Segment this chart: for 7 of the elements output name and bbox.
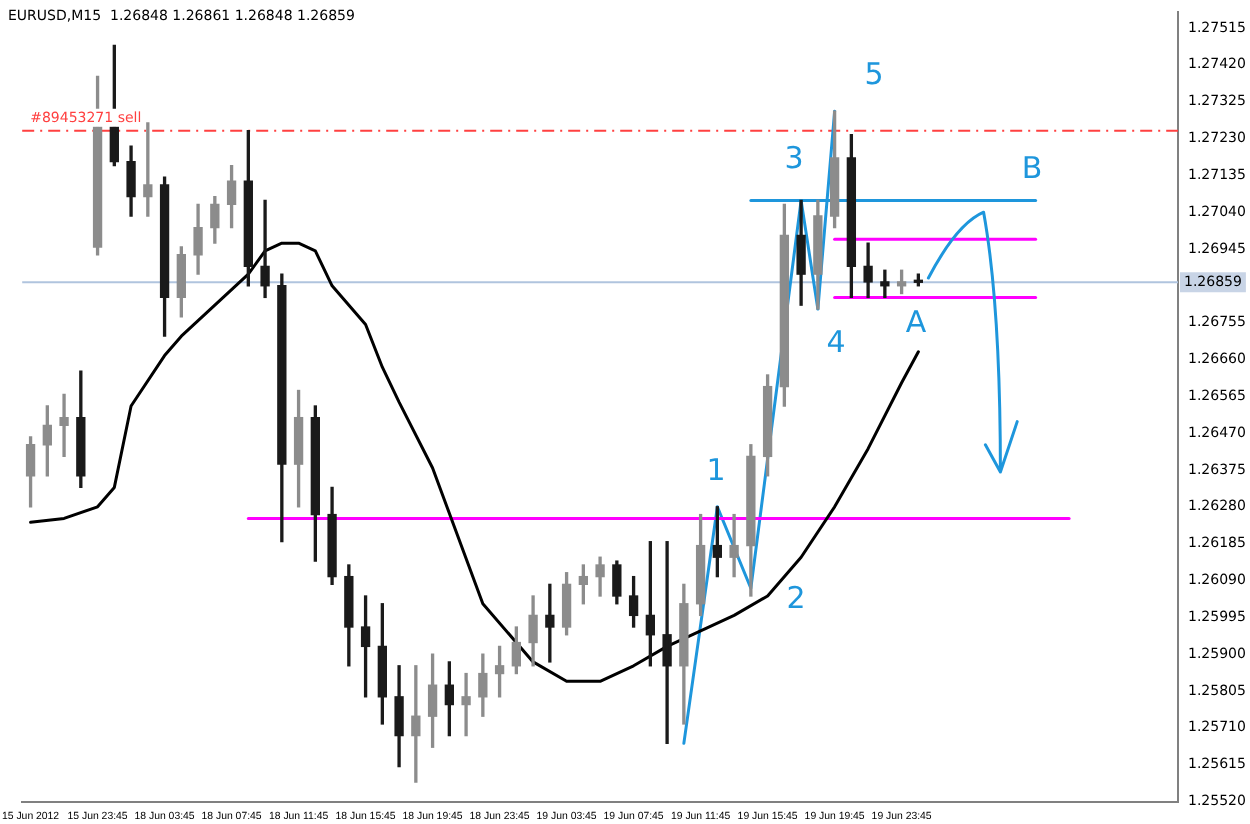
annotation: 3 xyxy=(784,139,804,176)
annotation: A xyxy=(905,303,928,340)
annotation: 2 xyxy=(786,579,806,616)
annotation: B xyxy=(1021,149,1043,186)
annotation: 5 xyxy=(864,55,884,92)
annotation: 1 xyxy=(706,451,726,488)
annotation: 4 xyxy=(826,323,846,360)
